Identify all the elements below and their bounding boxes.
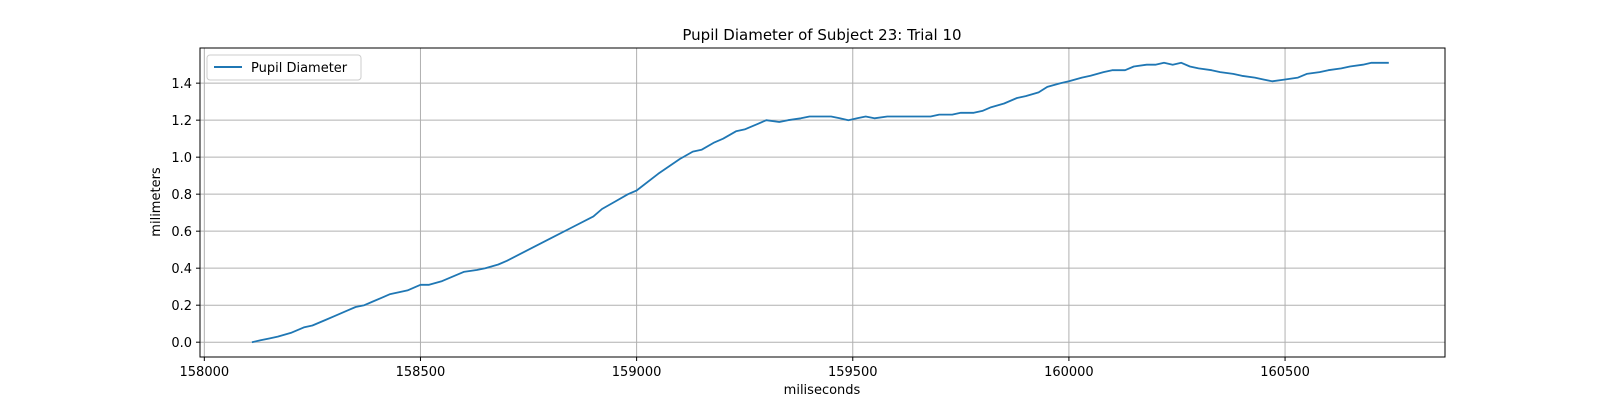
y-tick-label: 0.0 [171,336,192,351]
y-tick-label: 1.2 [171,114,192,129]
x-tick-label: 158500 [396,365,446,380]
x-tick-label: 158000 [180,365,230,380]
pupil-diameter-line [251,61,1389,344]
y-tick-label: 0.2 [171,299,192,314]
plot-frame [199,47,1446,358]
legend: Pupil Diameter [206,54,362,81]
y-axis-label: milimeters [149,167,164,237]
chart-title: Pupil Diameter of Subject 23: Trial 10 [682,26,961,44]
y-axis-ticks: 0.0 0.2 0.4 0.6 0.8 1.0 1.2 1.4 [171,77,200,351]
legend-label: Pupil Diameter [251,61,348,76]
series-layer [251,61,1389,344]
grid [200,48,1445,357]
x-tick-label: 160500 [1260,365,1310,380]
y-tick-label: 0.4 [171,262,192,277]
y-tick-label: 1.0 [171,151,192,166]
x-axis-label: miliseconds [784,383,861,398]
x-tick-label: 159000 [612,365,662,380]
x-axis-ticks: 158000 158500 159000 159500 160000 160500 [180,357,1310,380]
y-tick-label: 0.6 [171,225,192,240]
x-tick-label: 160000 [1044,365,1094,380]
y-tick-label: 0.8 [171,188,192,203]
y-tick-label: 1.4 [171,77,192,92]
x-tick-label: 159500 [828,365,878,380]
legend-box [206,54,362,81]
